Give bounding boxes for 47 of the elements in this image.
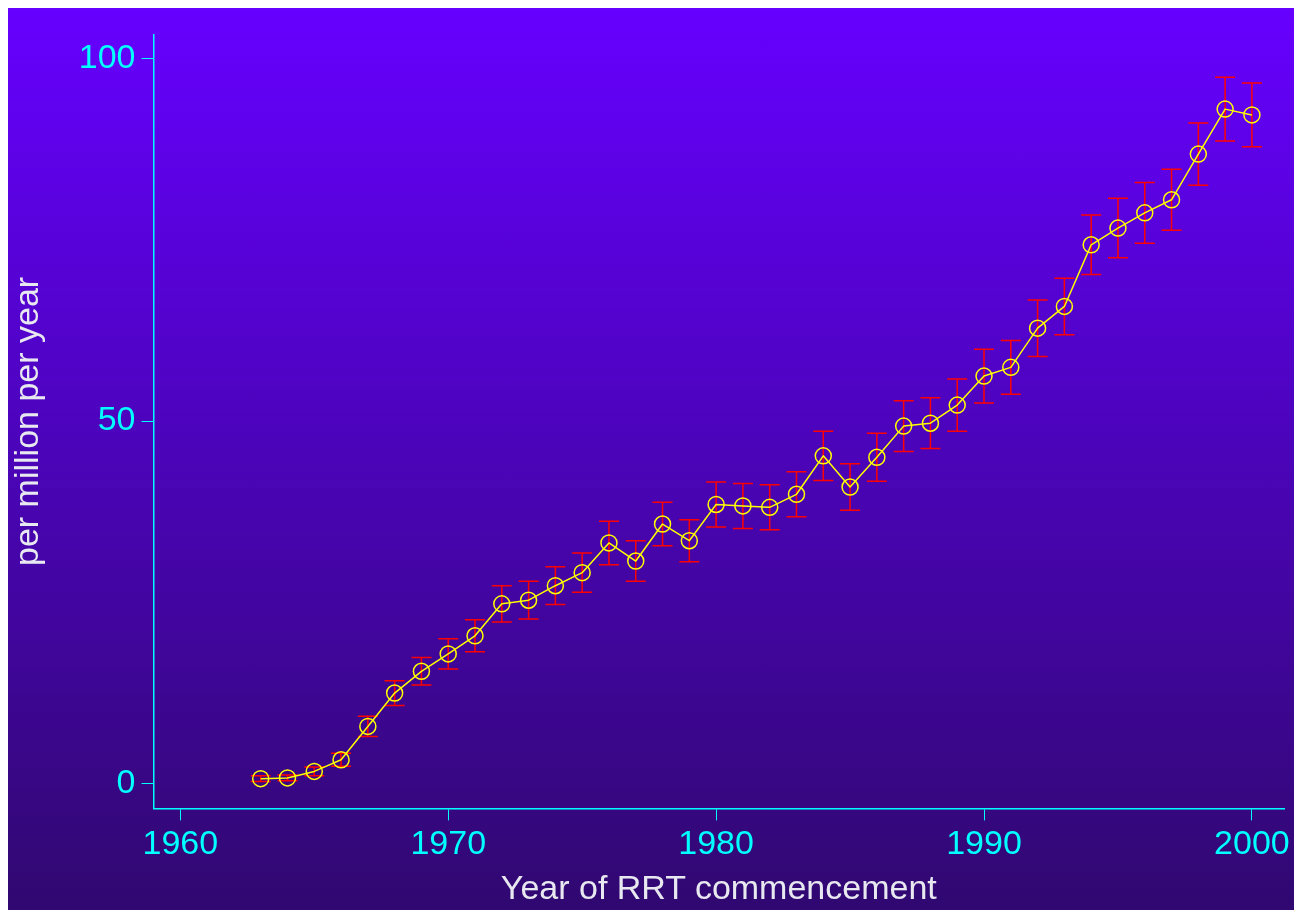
point: [1189, 145, 1208, 163]
x-tick-label: 1960: [142, 823, 219, 862]
point: [653, 515, 672, 533]
x-tick-label: 1970: [410, 823, 487, 862]
point: [894, 417, 913, 435]
point: [305, 762, 324, 781]
point: [385, 684, 404, 702]
point: [439, 645, 457, 663]
point: [1055, 297, 1074, 316]
point: [948, 396, 966, 414]
point: [975, 367, 993, 385]
point: [814, 447, 833, 465]
point: [519, 591, 538, 609]
y-axis-title: per million per year: [6, 276, 45, 566]
point: [787, 485, 806, 504]
x-tick-label: 1990: [946, 823, 1022, 862]
point: [278, 769, 297, 787]
point: [627, 552, 645, 570]
x-tick-label: 2000: [1214, 823, 1290, 862]
point: [841, 478, 859, 496]
point: [1028, 319, 1047, 337]
point: [493, 595, 511, 613]
point: [1082, 236, 1100, 254]
y-tick-label: 50: [97, 399, 136, 438]
y-tick-label: 100: [78, 36, 136, 75]
point: [680, 531, 699, 550]
x-axis-title: Year of RRT commencement: [500, 867, 938, 906]
point: [760, 498, 779, 517]
point: [1162, 191, 1181, 209]
point: [600, 534, 618, 552]
point: [573, 563, 591, 582]
point: [1216, 100, 1234, 118]
point: [707, 495, 725, 514]
point: [466, 627, 484, 645]
point: [546, 576, 565, 595]
y-tick-label: 0: [116, 762, 136, 801]
point: [1243, 106, 1261, 124]
point: [1136, 204, 1154, 222]
point: [412, 662, 431, 681]
point: [734, 497, 752, 515]
point: [251, 769, 270, 788]
x-tick-label: 1980: [678, 823, 754, 862]
point: [868, 448, 886, 467]
gradient-backdrop: Year of RRT commencement per million per year 1960 1970 1980 1990 2000 0 50 100: [8, 8, 1294, 910]
point: [1109, 219, 1127, 237]
point: [921, 414, 940, 432]
point: [1002, 358, 1020, 377]
